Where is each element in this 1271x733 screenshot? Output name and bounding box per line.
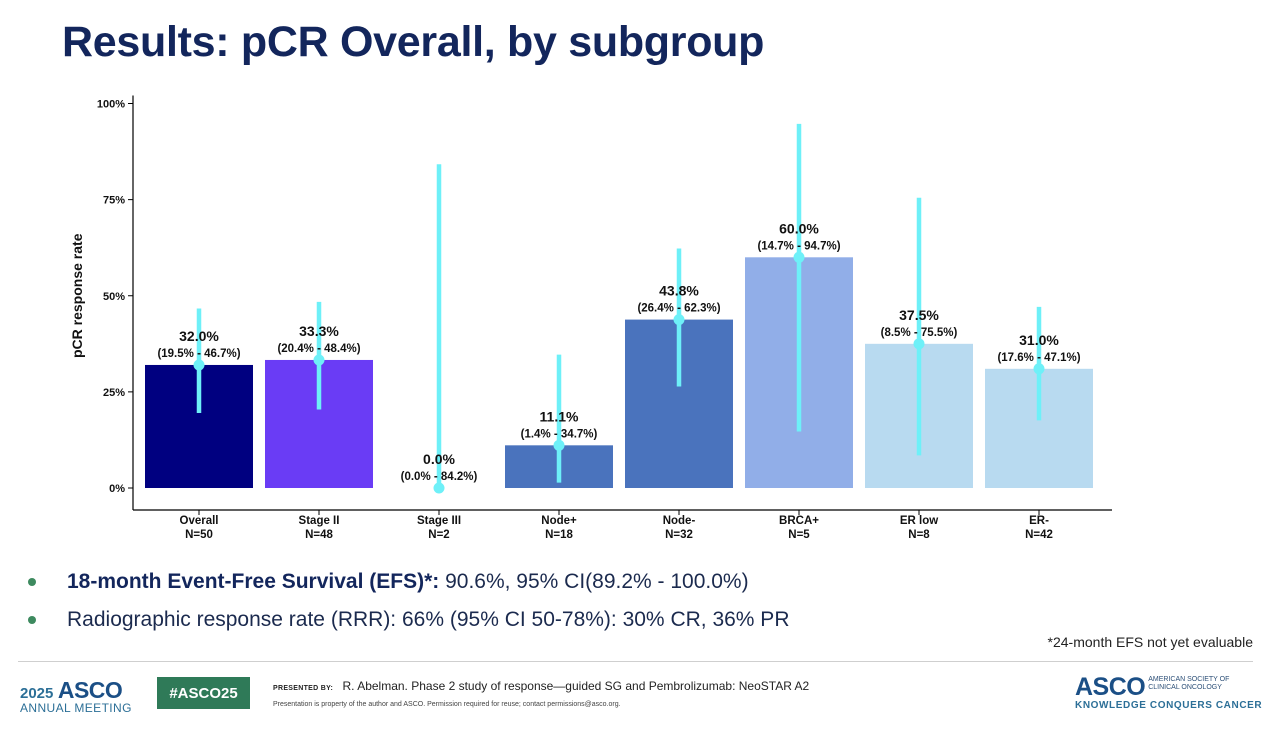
brand-society-line1: AMERICAN SOCIETY OF xyxy=(1148,676,1230,683)
value-label: 31.0% xyxy=(1019,332,1059,348)
presented-by-label: PRESENTED BY: xyxy=(273,685,334,692)
ci-label: (8.5% - 75.5%) xyxy=(881,327,958,339)
bullet-rrr: Radiographic response rate (RRR): 66% (9… xyxy=(28,601,1228,639)
bullet-dot-icon xyxy=(28,578,36,586)
value-label: 11.1% xyxy=(540,408,579,424)
bullet-efs-bold: 18-month Event-Free Survival (EFS)*: xyxy=(67,570,440,593)
x-tick-label: BRCA+ xyxy=(779,515,819,527)
ci-point xyxy=(1033,363,1045,375)
n-label: N=48 xyxy=(305,529,333,541)
ci-label: (19.5% - 46.7%) xyxy=(157,348,240,360)
asco-brand-logo: ASCO AMERICAN SOCIETY OF CLINICAL ONCOLOGY… xyxy=(1075,673,1262,711)
value-label: 60.0% xyxy=(779,220,819,236)
x-tick-label: Node- xyxy=(663,515,696,527)
value-label: 37.5% xyxy=(899,307,939,323)
x-tick-label: ER low xyxy=(900,515,938,527)
y-axis-label: pCR response rate xyxy=(69,233,85,358)
ci-point xyxy=(673,314,685,326)
x-tick-label: ER- xyxy=(1029,515,1049,527)
bullet-dot-icon xyxy=(28,616,36,624)
footnote: *24-month EFS not yet evaluable xyxy=(1047,634,1253,650)
value-label: 33.3% xyxy=(299,323,339,339)
ci-point xyxy=(793,251,805,263)
ci-label: (1.4% - 34.7%) xyxy=(521,428,598,440)
bullet-efs-value: 90.6%, 95% CI(89.2% - 100.0%) xyxy=(439,570,749,593)
n-label: N=32 xyxy=(665,529,693,541)
x-tick-label: Stage III xyxy=(417,515,461,527)
bullet-efs-text: 18-month Event-Free Survival (EFS)*: 90.… xyxy=(67,570,749,594)
ci-label: (26.4% - 62.3%) xyxy=(637,303,720,315)
brand-name: ASCO xyxy=(1075,673,1146,701)
ci-label: (17.6% - 47.1%) xyxy=(997,352,1080,364)
n-label: N=5 xyxy=(788,529,810,541)
meeting-label: ANNUAL MEETING xyxy=(20,701,132,715)
y-tick-label: 50% xyxy=(103,291,125,303)
footer-divider xyxy=(18,661,1253,662)
n-label: N=18 xyxy=(545,529,573,541)
n-label: N=42 xyxy=(1025,529,1053,541)
x-tick-label: Node+ xyxy=(541,515,577,527)
brand-society-line2: CLINICAL ONCOLOGY xyxy=(1148,684,1222,691)
n-label: N=50 xyxy=(185,529,213,541)
value-label: 0.0% xyxy=(423,451,455,467)
bullet-rrr-text: Radiographic response rate (RRR): 66% (9… xyxy=(67,608,790,631)
ci-point xyxy=(433,482,445,494)
meeting-asco: ASCO xyxy=(57,677,123,703)
y-tick-label: 100% xyxy=(97,99,125,111)
y-tick-label: 0% xyxy=(109,483,125,495)
ci-point xyxy=(553,439,565,451)
y-tick-label: 25% xyxy=(103,387,125,399)
ci-point xyxy=(313,354,325,366)
annual-meeting-logo: 2025 ASCO ANNUAL MEETING xyxy=(20,677,132,715)
ci-label: (20.4% - 48.4%) xyxy=(277,343,360,355)
n-label: N=8 xyxy=(908,529,930,541)
n-label: N=2 xyxy=(428,529,449,541)
hashtag-badge: #ASCO25 xyxy=(157,677,250,709)
property-notice: Presentation is property of the author a… xyxy=(273,701,621,708)
meeting-year: 2025 xyxy=(20,685,54,702)
y-tick-label: 75% xyxy=(103,195,125,207)
brand-society: AMERICAN SOCIETY OF CLINICAL ONCOLOGY xyxy=(1148,676,1229,692)
ci-point xyxy=(913,338,925,350)
ci-point xyxy=(193,359,205,371)
x-tick-label: Stage II xyxy=(299,515,340,527)
x-tick-label: Overall xyxy=(180,515,219,527)
value-label: 32.0% xyxy=(179,328,219,344)
pcr-bar-chart: 0% 25% 50% 75% 100% pCR response rate 32.0% (19… xyxy=(69,95,1112,541)
presented-by-text: R. Abelman. Phase 2 study of response—gu… xyxy=(342,679,810,693)
page-title: Results: pCR Overall, by subgroup xyxy=(62,18,765,66)
ci-label: (14.7% - 94.7%) xyxy=(757,240,840,252)
ci-label: (0.0% - 84.2%) xyxy=(401,471,478,483)
bullet-efs: 18-month Event-Free Survival (EFS)*: 90.… xyxy=(28,563,1228,601)
presented-by: PRESENTED BY: R. Abelman. Phase 2 study … xyxy=(273,679,809,693)
value-label: 43.8% xyxy=(659,283,699,299)
brand-tagline: KNOWLEDGE CONQUERS CANCER xyxy=(1075,700,1263,711)
results-bullets: 18-month Event-Free Survival (EFS)*: 90.… xyxy=(28,563,1228,639)
